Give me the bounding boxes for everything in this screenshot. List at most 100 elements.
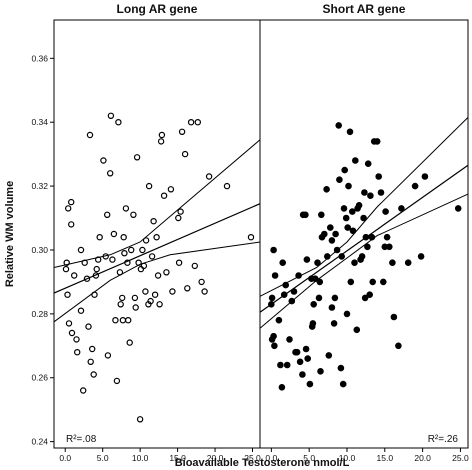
data-point	[340, 205, 348, 212]
ci-upper-line	[53, 139, 261, 268]
data-point	[153, 233, 160, 241]
data-point	[283, 361, 291, 369]
data-point	[73, 349, 81, 356]
data-point	[347, 278, 355, 286]
data-point	[90, 371, 97, 378]
data-point	[267, 300, 275, 308]
r-squared-label: R²=.08	[66, 434, 97, 445]
data-point	[328, 237, 336, 244]
panel-long-ar-gene: Long AR gene 0.0 5.0 10.0 15.0 20.0 25.0 0.24…	[31, 2, 261, 463]
data-point	[375, 173, 383, 180]
data-point	[280, 291, 288, 299]
data-point	[317, 211, 325, 219]
data-point	[104, 352, 112, 359]
data-point	[326, 224, 334, 231]
x-tick-label: 10.0	[132, 453, 149, 463]
y-tick-label: 0.30	[31, 245, 48, 255]
data-point	[315, 294, 323, 302]
data-point	[142, 237, 150, 244]
data-point	[127, 246, 135, 254]
data-point	[271, 342, 278, 350]
data-point	[145, 182, 153, 190]
data-point	[278, 383, 286, 391]
data-point	[362, 233, 370, 241]
x-tick-label: 15.0	[169, 453, 186, 463]
panel-title: Long AR gene	[117, 2, 198, 16]
data-point	[404, 259, 412, 267]
data-point	[107, 112, 115, 120]
data-point	[335, 122, 343, 129]
data-point	[135, 259, 142, 266]
data-point	[306, 380, 314, 388]
data-point	[175, 259, 183, 266]
data-point	[268, 294, 276, 302]
data-point	[147, 297, 154, 305]
data-point	[132, 304, 139, 311]
data-point	[116, 269, 124, 276]
data-point	[136, 416, 144, 423]
data-point	[316, 278, 324, 286]
data-point	[364, 243, 371, 251]
data-point	[96, 233, 103, 241]
data-point	[351, 259, 358, 267]
data-point	[346, 128, 354, 136]
data-point	[102, 253, 109, 260]
data-point	[126, 339, 133, 346]
panel-frame	[259, 19, 469, 449]
x-tick-label: 5.0	[303, 453, 315, 463]
data-point	[87, 358, 94, 365]
data-point	[417, 253, 425, 260]
data-point	[344, 224, 352, 231]
data-point	[333, 246, 341, 254]
data-point	[317, 367, 324, 375]
data-point	[331, 294, 339, 302]
data-points	[267, 122, 462, 391]
data-point	[277, 361, 284, 369]
data-point	[160, 192, 168, 199]
data-point	[106, 170, 114, 177]
data-point	[382, 208, 389, 215]
r-squared-label: R²=.26	[428, 434, 459, 445]
data-point	[124, 259, 131, 266]
data-point	[81, 259, 88, 266]
data-point	[282, 281, 290, 289]
data-point	[201, 288, 208, 295]
data-point	[77, 307, 85, 314]
data-point	[323, 186, 330, 193]
data-point	[271, 272, 279, 279]
data-point	[421, 173, 429, 180]
data-point	[295, 272, 302, 279]
data-point	[169, 288, 176, 295]
data-point	[309, 320, 317, 327]
data-point	[117, 301, 124, 308]
data-point	[355, 202, 363, 209]
data-point	[348, 208, 356, 215]
data-point	[339, 380, 347, 388]
data-point	[325, 352, 333, 359]
data-point	[320, 230, 328, 238]
data-point	[345, 182, 352, 190]
data-point	[151, 291, 159, 298]
y-axis-label: Relative WM volume	[4, 181, 16, 287]
data-point	[361, 294, 369, 302]
data-point	[124, 317, 132, 324]
data-point	[62, 265, 70, 273]
data-point	[110, 230, 118, 238]
y-tick-label: 0.32	[31, 181, 48, 191]
y-tick-label: 0.36	[31, 53, 48, 63]
data-point	[100, 157, 107, 164]
data-point	[198, 278, 205, 286]
data-point	[351, 157, 359, 164]
x-tick-label: 15.0	[377, 453, 394, 463]
panel-title: Short AR gene	[323, 2, 406, 16]
data-point	[360, 214, 367, 222]
data-point	[194, 118, 201, 126]
data-point	[368, 233, 376, 241]
y-tick-label: 0.34	[31, 117, 48, 127]
data-point	[92, 272, 100, 279]
data-point	[175, 214, 182, 222]
data-point	[341, 166, 349, 174]
data-point	[336, 176, 343, 183]
data-point	[163, 269, 170, 276]
data-point	[369, 278, 377, 286]
